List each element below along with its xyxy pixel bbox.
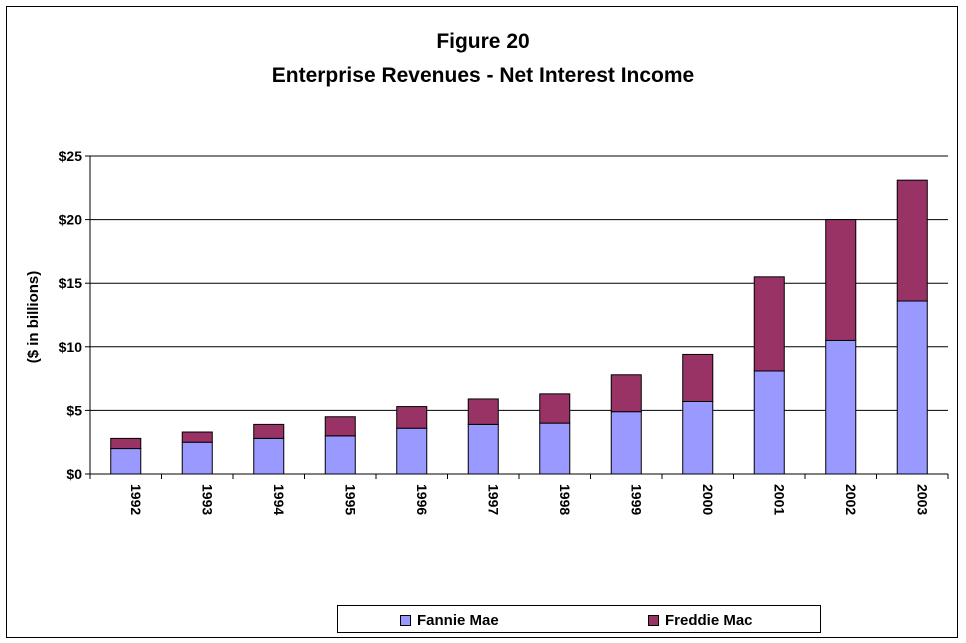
y-axis-label: ($ in billions) (25, 271, 42, 364)
bar-fannie-mae-1995 (324, 435, 356, 475)
bar-fannie-mae-1998 (539, 422, 571, 475)
y-tick-label: $15 (59, 275, 83, 291)
chart-legend: Fannie Mae Freddie Mac (337, 605, 821, 633)
x-tick-label: 1992 (128, 484, 144, 515)
bar-freddie-mac-1994 (253, 423, 285, 439)
bar-freddie-mac-1996 (396, 406, 428, 429)
bar-freddie-mac-1992 (110, 437, 142, 450)
legend-item-fannie-mae: Fannie Mae (400, 612, 499, 629)
legend-swatch-fannie-mae (400, 615, 411, 626)
x-tick-label: 2002 (843, 484, 859, 515)
bar-freddie-mac-1998 (539, 393, 571, 424)
y-tick-label: $10 (59, 339, 83, 355)
bar-freddie-mac-2001 (753, 276, 785, 372)
x-tick-label: 1999 (628, 484, 644, 515)
legend-label-freddie-mac: Freddie Mac (665, 612, 753, 629)
y-tick-label: $25 (59, 148, 83, 164)
bar-freddie-mac-2002 (825, 219, 857, 341)
legend-item-freddie-mac: Freddie Mac (648, 612, 753, 629)
bar-fannie-mae-1999 (610, 411, 642, 475)
y-tick-label: $20 (59, 212, 83, 228)
bar-fannie-mae-1997 (467, 423, 499, 475)
bar-freddie-mac-1993 (181, 431, 213, 443)
legend-swatch-freddie-mac (648, 615, 659, 626)
y-tick-label: $5 (66, 402, 82, 418)
bar-freddie-mac-2003 (896, 179, 928, 302)
chart-subtitle: Enterprise Revenues - Net Interest Incom… (271, 64, 695, 87)
x-tick-label: 1995 (342, 484, 358, 515)
bar-fannie-mae-2001 (753, 370, 785, 475)
bar-fannie-mae-2003 (896, 300, 928, 475)
x-tick-label: 2000 (700, 484, 716, 515)
bar-fannie-mae-1996 (396, 427, 428, 475)
chart-title: Figure 20 (436, 30, 530, 53)
bar-freddie-mac-1995 (324, 416, 356, 437)
chart-frame (6, 6, 958, 638)
bar-fannie-mae-1993 (181, 441, 213, 475)
x-tick-label: 2001 (771, 484, 787, 515)
x-tick-label: 1997 (485, 484, 501, 515)
bar-fannie-mae-1994 (253, 437, 285, 475)
bar-fannie-mae-2002 (825, 339, 857, 475)
x-tick-label: 1993 (199, 484, 215, 515)
bar-freddie-mac-2000 (682, 353, 714, 402)
bar-fannie-mae-2000 (682, 400, 714, 475)
y-tick-label: $0 (66, 466, 82, 482)
bar-freddie-mac-1997 (467, 398, 499, 425)
x-tick-label: 2003 (914, 484, 930, 515)
x-tick-label: 1994 (271, 484, 287, 515)
x-tick-label: 1996 (414, 484, 430, 515)
bar-fannie-mae-1992 (110, 448, 142, 475)
bar-freddie-mac-1999 (610, 374, 642, 413)
x-tick-label: 1998 (557, 484, 573, 515)
legend-label-fannie-mae: Fannie Mae (417, 612, 499, 629)
